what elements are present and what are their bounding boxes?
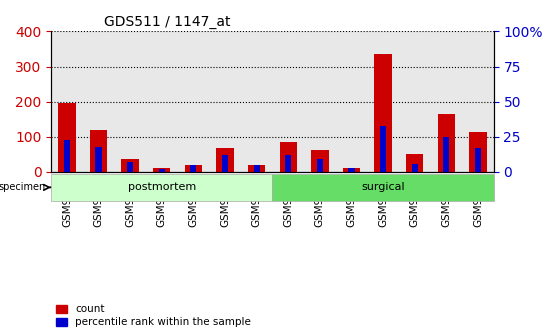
Bar	[437, 114, 455, 172]
Bar	[127, 162, 133, 172]
Bar	[475, 148, 481, 172]
Bar	[122, 159, 139, 172]
Bar	[158, 169, 165, 172]
Bar	[399, 31, 431, 172]
Bar	[343, 168, 360, 172]
Bar	[153, 168, 170, 172]
Text: GDS511 / 1147_at: GDS511 / 1147_at	[104, 15, 230, 29]
Text: postmortem: postmortem	[128, 182, 196, 193]
Bar	[90, 130, 107, 172]
Bar	[462, 31, 494, 172]
Bar	[95, 146, 102, 172]
Bar	[285, 155, 291, 172]
Bar	[374, 54, 392, 172]
Bar	[51, 31, 83, 172]
Bar	[177, 31, 209, 172]
Bar	[443, 137, 449, 172]
Bar	[380, 126, 386, 172]
Bar	[190, 165, 196, 172]
Bar	[209, 31, 241, 172]
Bar	[412, 164, 418, 172]
Bar	[348, 168, 354, 172]
Legend: count, percentile rank within the sample: count, percentile rank within the sample	[56, 304, 251, 327]
Bar	[406, 154, 424, 172]
Bar	[222, 155, 228, 172]
Bar	[336, 31, 367, 172]
Bar	[185, 165, 202, 172]
Bar	[280, 142, 297, 172]
Bar	[272, 31, 304, 172]
Bar	[83, 31, 114, 172]
Bar	[431, 31, 462, 172]
Bar	[241, 31, 272, 172]
Bar	[114, 31, 146, 172]
Bar	[253, 165, 259, 172]
Bar	[317, 159, 323, 172]
Bar	[217, 148, 234, 172]
Bar	[58, 103, 75, 172]
Bar	[311, 150, 329, 172]
Bar	[367, 31, 399, 172]
Text: surgical: surgical	[361, 182, 405, 193]
Bar	[146, 31, 177, 172]
Bar	[248, 165, 265, 172]
Bar	[469, 132, 487, 172]
Bar	[304, 31, 336, 172]
Bar	[64, 140, 70, 172]
Text: specimen: specimen	[0, 182, 46, 193]
